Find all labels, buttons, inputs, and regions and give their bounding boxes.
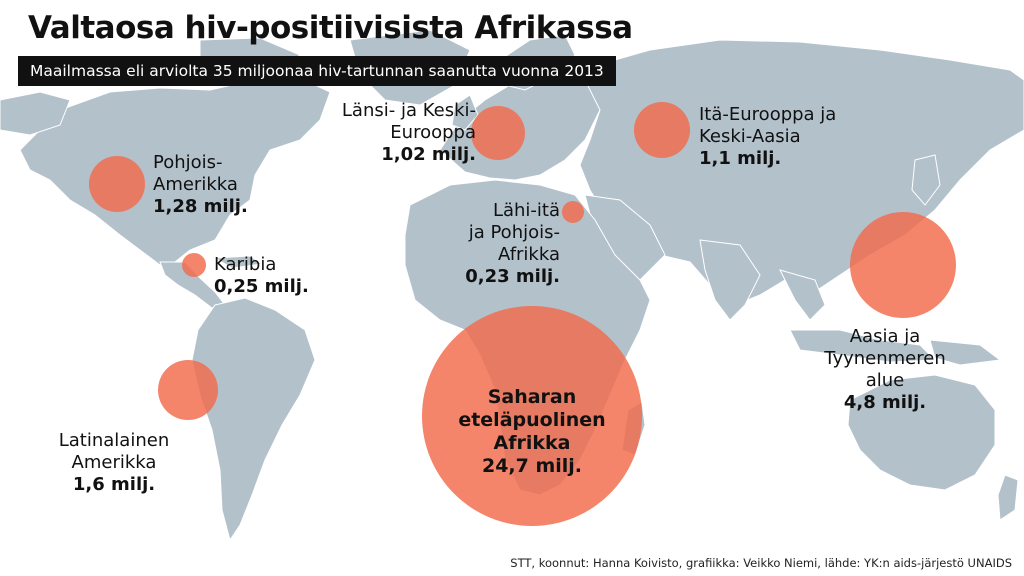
region-value: 1,28 milj. <box>153 196 248 217</box>
region-name: Latinalainen <box>58 430 170 451</box>
label-sub-saharan-africa: Saharan eteläpuolinen Afrikka 24,7 milj. <box>452 386 612 478</box>
land-alaska <box>0 91 71 136</box>
bubble-west-central-europe <box>471 106 525 160</box>
region-value: 1,1 milj. <box>699 148 782 169</box>
land-north-america <box>19 77 331 266</box>
land-caribbean <box>213 255 264 269</box>
land-australia <box>847 374 996 491</box>
bubble-sub-saharan-africa <box>422 306 642 526</box>
region-name: Amerikka <box>153 174 238 195</box>
bubble-mena <box>562 201 584 223</box>
region-name: Aasia ja <box>849 326 921 347</box>
region-name: Tyynenmeren <box>824 348 946 369</box>
region-name: ja Pohjois- <box>468 222 560 243</box>
land-uk <box>451 94 479 131</box>
region-value: 1,02 milj. <box>381 144 476 165</box>
region-name: Amerikka <box>71 452 157 473</box>
region-name: Lähi-itä <box>492 200 560 221</box>
region-value: 24,7 milj. <box>481 455 583 477</box>
label-caribbean: Karibia 0,25 milj. <box>214 254 309 298</box>
page-title: Valtaosa hiv-positiivisista Afrikassa <box>28 10 633 46</box>
land-indonesia <box>789 329 937 363</box>
label-asia-pacific: Aasia ja Tyynenmeren alue 4,8 milj. <box>820 326 950 414</box>
label-eastern-europe-central-asia: Itä-Eurooppa ja Keski-Aasia 1,1 milj. <box>699 104 836 170</box>
bubble-caribbean <box>182 253 206 277</box>
region-value: 0,23 milj. <box>465 266 560 287</box>
region-name: Eurooppa <box>390 122 476 143</box>
land-india <box>699 239 761 321</box>
bubble-eastern-europe-central-asia <box>634 102 690 158</box>
region-value: 1,6 milj. <box>72 474 156 495</box>
region-name: Itä-Eurooppa ja <box>699 104 837 125</box>
label-latin-america: Latinalainen Amerikka 1,6 milj. <box>54 430 174 496</box>
region-name: eteläpuolinen <box>458 409 606 431</box>
region-name: alue <box>865 370 905 391</box>
bubble-asia-pacific <box>850 212 956 318</box>
region-name: Karibia <box>214 254 277 275</box>
bubble-north-america <box>89 156 145 212</box>
region-value: 4,8 milj. <box>843 392 927 413</box>
region-name: Länsi- ja Keski- <box>341 100 476 121</box>
region-name: Pohjois- <box>153 152 223 173</box>
bubble-latin-america <box>158 360 218 420</box>
label-west-central-europe: Länsi- ja Keski- Eurooppa 1,02 milj. <box>300 100 476 166</box>
region-bubbles <box>89 102 956 526</box>
label-mena: Lähi-itä ja Pohjois- Afrikka 0,23 milj. <box>420 200 560 288</box>
land-se-asia <box>779 269 826 321</box>
land-new-guinea <box>929 339 1002 366</box>
land-new-zealand <box>997 474 1019 521</box>
page-subtitle: Maailmassa eli arviolta 35 miljoonaa hiv… <box>18 56 616 86</box>
region-name: Afrikka <box>493 432 571 454</box>
land-south-america <box>191 297 316 542</box>
source-credit: STT, koonnut: Hanna Koivisto, grafiikka:… <box>510 556 1012 570</box>
region-name: Afrikka <box>498 244 560 265</box>
region-name: Keski-Aasia <box>699 126 801 147</box>
region-value: 0,25 milj. <box>214 276 309 297</box>
label-north-america: Pohjois- Amerikka 1,28 milj. <box>153 152 248 218</box>
land-japan <box>911 154 941 206</box>
region-name: Saharan <box>487 386 577 408</box>
